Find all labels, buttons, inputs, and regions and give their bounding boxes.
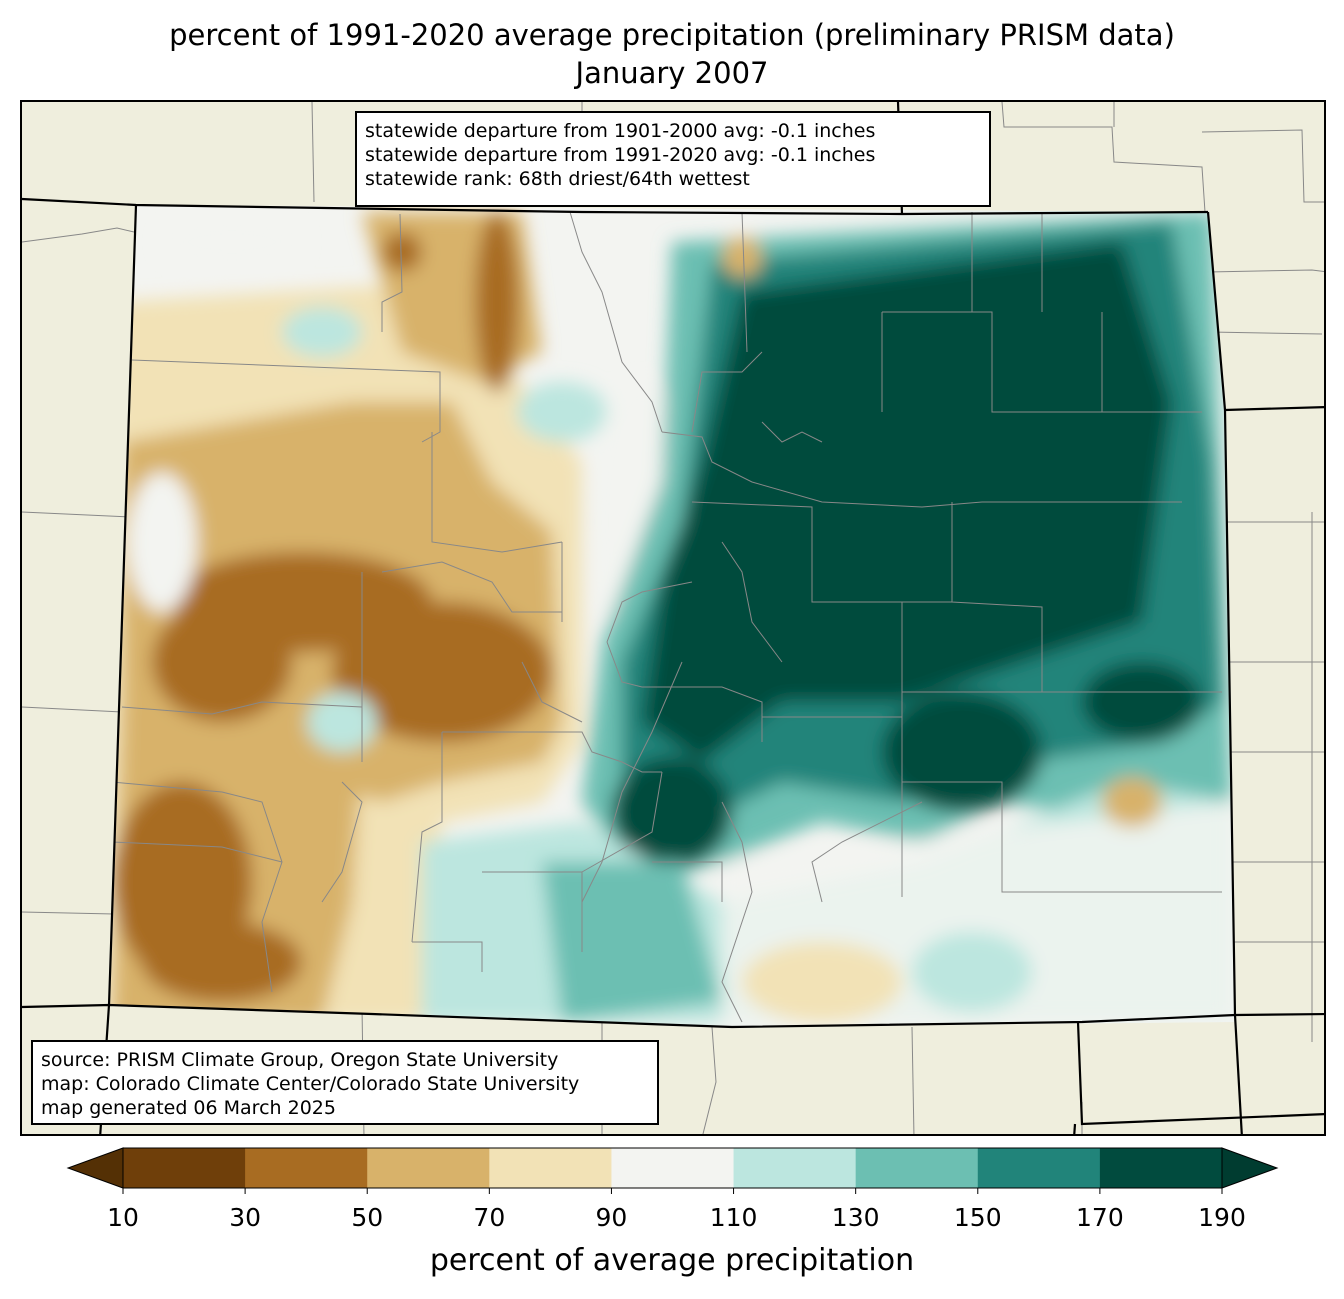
colorbar-swatch: [245, 1148, 368, 1188]
map-generated-line: map generated 06 March 2025: [41, 1097, 336, 1119]
colorbar-tick-label: 90: [595, 1203, 628, 1232]
statewide-stats-box: statewide departure from 1901-2000 avg: …: [355, 111, 991, 207]
colorbar-tick-label: 170: [1076, 1203, 1124, 1232]
colorbar-swatch: [489, 1148, 612, 1188]
precipitation-field: [109, 205, 1235, 1027]
colorbar-swatch: [123, 1148, 246, 1188]
colorbar-tick-label: 150: [953, 1203, 1002, 1232]
source-credit-box: source: PRISM Climate Group, Oregon Stat…: [31, 1040, 659, 1125]
colorbar-extend-low: [66, 1147, 124, 1189]
map-subtitle: January 2007: [575, 56, 769, 90]
stats-rank: statewide rank: 68th driest/64th wettest: [365, 168, 750, 190]
colorbar-tick-label: 10: [107, 1203, 139, 1232]
colorbar-tick-label: 30: [229, 1203, 262, 1232]
colorbar-tick-label: 50: [351, 1203, 384, 1232]
colorbar-extend-high: [1221, 1147, 1279, 1189]
colorbar-swatch: [1099, 1148, 1223, 1188]
map-graphic: [22, 102, 1324, 1134]
colorbar-label: percent of average precipitation: [429, 1243, 915, 1278]
colorbar-tick-label: 190: [1198, 1203, 1246, 1232]
colorado-county-lines: [111, 211, 1222, 1023]
colorbar-swatch: [855, 1148, 979, 1188]
source-line: source: PRISM Climate Group, Oregon Stat…: [41, 1049, 559, 1071]
stats-departure-1991-2020: statewide departure from 1991-2020 avg: …: [365, 144, 876, 166]
colorbar: [66, 1147, 1279, 1194]
colorbar-tick-label: 70: [473, 1203, 506, 1232]
colorbar-swatch: [733, 1148, 857, 1188]
colorbar-swatch: [611, 1148, 735, 1188]
colorado-precipitation-map: [20, 100, 1326, 1136]
colorbar-swatch: [977, 1148, 1101, 1188]
stats-departure-1901-2000: statewide departure from 1901-2000 avg: …: [365, 120, 876, 142]
colorbar-swatch: [367, 1148, 490, 1188]
colorbar-border: [122, 1147, 1223, 1189]
map-credit-line: map: Colorado Climate Center/Colorado St…: [41, 1073, 580, 1095]
colorbar-tick-label: 130: [831, 1203, 880, 1232]
colorbar-tick-label: 110: [709, 1203, 758, 1232]
map-title: percent of 1991-2020 average precipitati…: [169, 18, 1175, 52]
